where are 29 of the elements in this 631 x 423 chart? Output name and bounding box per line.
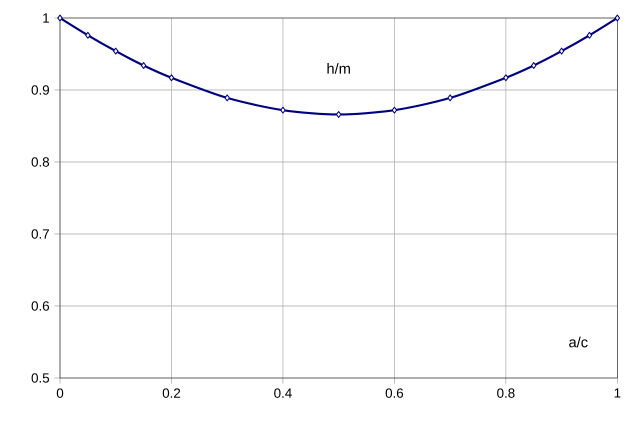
point — [447, 94, 453, 102]
y-axis-title: h/m — [327, 63, 350, 74]
x-axis-title: a/c — [569, 336, 588, 348]
point — [280, 106, 286, 114]
point — [140, 62, 146, 69]
y-tick-label: 0.8 — [32, 157, 50, 167]
y-tick-label: 0.7 — [32, 229, 49, 239]
y-tick-label: 0.6 — [32, 301, 50, 311]
point — [113, 48, 118, 55]
point — [531, 62, 536, 69]
x-tick-label: 1 — [614, 388, 620, 398]
x-tick-label: 0.6 — [386, 388, 404, 398]
y-tick-label: 1 — [43, 13, 49, 23]
x-tick-label: 0.2 — [162, 388, 180, 398]
point — [224, 94, 230, 102]
point — [614, 14, 620, 22]
point — [503, 74, 509, 82]
x-tick-label: 0.8 — [497, 388, 515, 398]
y-tick-label: 0.9 — [32, 85, 49, 95]
point — [558, 48, 564, 55]
point — [336, 111, 342, 118]
point — [586, 32, 592, 39]
point — [168, 74, 174, 82]
x-tick-label: 0.4 — [274, 388, 292, 398]
y-tick-label: 0.5 — [32, 373, 50, 383]
point — [57, 14, 63, 22]
point — [85, 32, 91, 39]
x-tick-label: 0 — [56, 388, 64, 398]
point — [392, 106, 398, 114]
